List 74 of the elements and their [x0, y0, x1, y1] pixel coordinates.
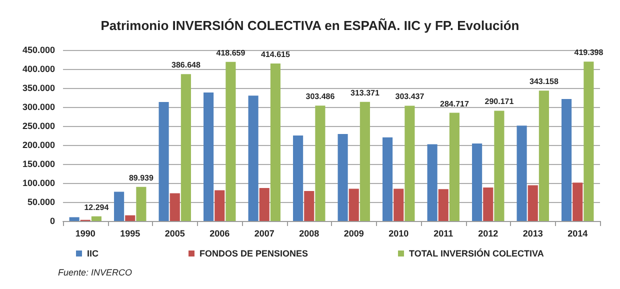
data-label: 284.717	[440, 99, 470, 108]
bar	[69, 217, 80, 221]
bar	[360, 102, 370, 221]
data-label: 419.398	[574, 48, 604, 58]
bar	[562, 99, 572, 221]
bar	[91, 216, 102, 221]
bar	[304, 190, 314, 221]
bar	[136, 186, 146, 221]
source-note: Fuente: INVERCO	[58, 268, 132, 278]
y-tick-label: 50.000	[27, 197, 55, 207]
bar	[114, 192, 124, 221]
bar	[449, 112, 460, 221]
y-tick-label: 100.000	[22, 178, 55, 188]
bar	[516, 126, 527, 221]
bar	[394, 188, 404, 221]
x-tick-label: 2012	[478, 228, 498, 238]
bar	[259, 188, 270, 221]
bar	[438, 189, 448, 221]
bar	[180, 74, 191, 221]
bar	[125, 215, 136, 221]
x-tick-label: 2014	[568, 228, 588, 238]
data-label: 12.294	[84, 202, 110, 212]
x-tick-label: 2011	[434, 228, 454, 238]
bar	[494, 110, 504, 221]
x-tick-label: 2007	[254, 228, 274, 238]
bar	[204, 92, 214, 221]
y-tick-label: 350.000	[22, 83, 55, 93]
bar	[584, 62, 594, 221]
bar	[270, 63, 280, 221]
bar	[382, 137, 393, 221]
bar	[572, 182, 583, 221]
x-tick-label: 1995	[120, 228, 140, 238]
legend-label: IIC	[86, 248, 99, 258]
chart-title: Patrimonio INVERSIÓN COLECTIVA en ESPAÑA. IIC y FP. Evolución	[100, 18, 520, 33]
x-tick-label: 2005	[164, 228, 185, 238]
data-label: 290.171	[484, 97, 514, 106]
x-tick-label: 2013	[522, 228, 543, 238]
y-tick-label: 400.000	[22, 64, 55, 74]
y-tick-label: 300.000	[22, 102, 55, 112]
y-tick-label: 0	[50, 216, 55, 226]
data-label: 303.437	[395, 92, 425, 102]
data-label: 313.371	[350, 88, 380, 98]
x-tick-label: 1990	[75, 228, 96, 238]
bar	[427, 144, 438, 221]
x-tick-label: 2006	[210, 228, 230, 238]
y-tick-label: 450.000	[22, 45, 55, 55]
bar	[538, 90, 549, 221]
y-tick-label: 250.000	[22, 121, 55, 131]
data-label: 343.158	[529, 77, 559, 86]
data-label: 418.659	[216, 48, 246, 58]
bar	[528, 185, 538, 221]
bar	[472, 143, 482, 221]
x-tick-label: 2010	[388, 228, 409, 238]
y-tick-label: 150.000	[22, 159, 55, 169]
bar	[214, 190, 225, 221]
bar	[404, 106, 415, 221]
bar	[483, 188, 494, 221]
bar	[348, 188, 359, 221]
legend-label: TOTAL INVERSIÓN COLECTIVA	[409, 248, 544, 258]
bar	[293, 136, 304, 221]
data-label: 89.939	[128, 173, 154, 182]
bar	[170, 193, 180, 221]
y-tick-label: 200.000	[22, 140, 55, 150]
bar	[248, 96, 258, 221]
bar	[158, 102, 169, 221]
x-tick-label: 2009	[344, 228, 364, 238]
data-label: 414.615	[260, 50, 290, 59]
bar	[315, 106, 326, 221]
data-label: 303.486	[306, 92, 336, 102]
legend-label: FONDOS DE PENSIONES	[199, 248, 308, 258]
bar	[226, 62, 236, 221]
x-tick-label: 2008	[299, 228, 320, 238]
data-label: 386.648	[171, 60, 201, 70]
bar	[338, 134, 348, 221]
